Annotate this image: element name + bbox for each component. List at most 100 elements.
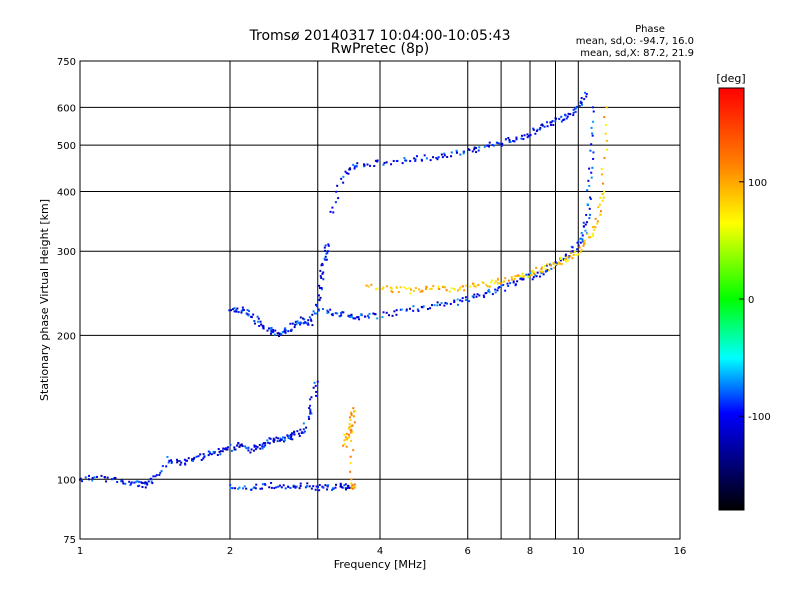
data-point	[350, 431, 353, 434]
data-point	[484, 283, 487, 286]
data-point	[344, 436, 347, 439]
data-point	[207, 454, 210, 457]
data-point	[512, 280, 515, 283]
data-point	[243, 485, 246, 488]
data-point	[336, 184, 339, 187]
data-point	[263, 445, 266, 448]
data-point	[306, 485, 309, 488]
data-point	[105, 480, 108, 483]
colorbar-tick-label: 100	[748, 178, 767, 189]
data-point	[261, 445, 264, 448]
data-point	[322, 271, 325, 274]
data-point	[161, 465, 164, 468]
data-point	[246, 309, 249, 312]
data-point	[488, 285, 491, 288]
data-point	[129, 483, 132, 486]
data-point	[375, 288, 378, 291]
data-point	[263, 442, 266, 445]
data-point	[352, 487, 355, 490]
data-point	[289, 433, 292, 436]
data-point	[345, 488, 348, 491]
data-point	[529, 272, 532, 275]
data-point	[324, 258, 327, 261]
data-point	[558, 117, 561, 120]
data-point	[587, 179, 590, 182]
data-point	[541, 266, 544, 269]
data-point	[565, 257, 568, 260]
data-point	[121, 480, 124, 483]
data-point	[315, 390, 318, 393]
data-point	[353, 483, 356, 486]
data-point	[586, 189, 589, 192]
data-point	[302, 431, 305, 434]
data-point	[353, 165, 356, 168]
data-point	[346, 436, 349, 439]
data-point	[539, 270, 542, 273]
data-point	[396, 159, 399, 162]
y-tick-label: 500	[57, 141, 76, 152]
colorbar-label: [deg]	[716, 72, 745, 85]
data-point	[234, 448, 237, 451]
data-point	[216, 453, 219, 456]
data-point	[336, 312, 339, 315]
data-point	[319, 275, 322, 278]
data-point	[359, 313, 362, 316]
y-axis-label: Stationary phase Virtual Height [km]	[38, 199, 51, 401]
data-point	[500, 285, 503, 288]
data-point	[267, 441, 270, 444]
data-point	[350, 428, 353, 431]
data-point	[120, 480, 123, 483]
data-point	[450, 151, 453, 154]
data-point	[272, 330, 275, 333]
data-point	[320, 288, 323, 291]
data-point	[322, 278, 325, 281]
data-point	[240, 311, 243, 314]
data-point	[429, 159, 432, 162]
data-point	[289, 487, 292, 490]
data-point	[385, 311, 388, 314]
data-point	[514, 283, 517, 286]
data-point	[522, 278, 525, 281]
x-tick-label: 2	[227, 546, 233, 557]
data-point	[208, 452, 211, 455]
data-point	[221, 450, 224, 453]
data-point	[349, 418, 352, 421]
data-point	[226, 448, 229, 451]
data-point	[472, 282, 475, 285]
data-point	[238, 445, 241, 448]
data-point	[315, 312, 318, 315]
data-point	[283, 436, 286, 439]
data-point	[320, 264, 323, 267]
data-point	[254, 448, 257, 451]
data-point	[347, 486, 350, 489]
data-point	[602, 182, 605, 185]
data-point	[367, 285, 370, 288]
data-point	[412, 289, 415, 292]
data-point	[456, 298, 459, 301]
data-point	[604, 132, 607, 135]
data-point	[420, 289, 423, 292]
data-point	[405, 308, 408, 311]
data-point	[282, 484, 285, 487]
data-point	[585, 95, 588, 98]
data-point	[231, 308, 234, 311]
data-point	[325, 258, 328, 261]
data-point	[87, 478, 90, 481]
x-axis-ticks: 1 2 4 6 8 10 16	[77, 546, 687, 557]
data-point	[347, 314, 350, 317]
data-point	[275, 486, 278, 489]
data-point	[498, 142, 501, 145]
data-point	[269, 332, 272, 335]
data-point	[287, 330, 290, 333]
data-point	[455, 151, 458, 154]
data-point	[510, 278, 513, 281]
data-point	[397, 291, 400, 294]
data-point	[353, 421, 356, 424]
data-point	[472, 296, 475, 299]
data-point	[308, 316, 311, 319]
data-point	[289, 437, 292, 440]
data-point	[517, 274, 520, 277]
data-point	[269, 437, 272, 440]
data-point	[230, 449, 233, 452]
data-point	[583, 242, 586, 245]
